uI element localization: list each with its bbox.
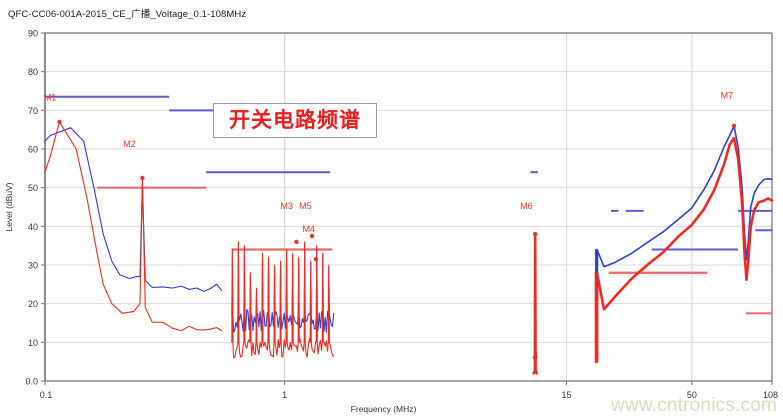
marker-label-m6: M6	[520, 201, 533, 211]
marker-dot-m2[interactable]	[140, 175, 145, 181]
xtick-label: 0.1	[40, 390, 53, 400]
ytick-label: 80	[28, 67, 38, 77]
marker-dot-m3[interactable]	[294, 239, 299, 244]
trace-average-region-comb	[231, 243, 335, 333]
xtick-label: 50	[687, 390, 697, 400]
marker-label-m7: M7	[721, 91, 734, 101]
ytick-label: 10	[28, 338, 38, 348]
marker-dot-m7[interactable]	[731, 123, 737, 128]
ytick-label: 0.0	[25, 377, 38, 387]
marker-label-m2: M2	[123, 139, 136, 149]
marker-label-m5: M5	[299, 201, 312, 211]
marker-dot-m1[interactable]	[57, 119, 62, 125]
xtick-label: 1	[282, 390, 287, 400]
xtick-label: 108	[763, 390, 778, 400]
trace-average-region-hf	[595, 125, 773, 286]
marker-dot-m5[interactable]	[309, 233, 315, 239]
marker-label-m3: M3	[280, 201, 293, 211]
y-axis-title: Level (dBuV)	[4, 182, 14, 231]
ytick-label: 50	[28, 183, 38, 193]
marker-dot-m6[interactable]	[532, 231, 538, 237]
marker-label-m1: M1	[44, 93, 57, 103]
annotation-box: 开关电路频谱	[213, 103, 377, 138]
marker-label-m4: M4	[302, 224, 315, 234]
xtick-label: 15	[562, 390, 572, 400]
trace-average-region-lf	[44, 127, 223, 292]
trace-peak-region-comb	[231, 241, 335, 359]
ytick-label: 30	[28, 261, 38, 271]
ytick-label: 20	[28, 299, 38, 309]
watermark: www.cntronics.com	[611, 395, 777, 416]
burst-band-peak	[595, 272, 599, 362]
ytick-label: 40	[28, 222, 38, 232]
marker-dot-m4[interactable]	[313, 257, 319, 262]
ytick-label: 90	[28, 29, 38, 39]
ytick-label: 70	[28, 106, 38, 116]
ytick-label: 60	[28, 145, 38, 155]
trace-peak-region-hf	[594, 136, 774, 363]
annotation-text: 开关电路频谱	[229, 108, 361, 132]
x-axis-title: Frequency (MHz)	[351, 404, 417, 414]
page-title: QFC-CC06-001A-2015_CE_广播_Voltage_0.1-108…	[8, 9, 247, 20]
burst-band-average	[595, 249, 599, 285]
trace-peak-region-spike	[532, 232, 538, 375]
